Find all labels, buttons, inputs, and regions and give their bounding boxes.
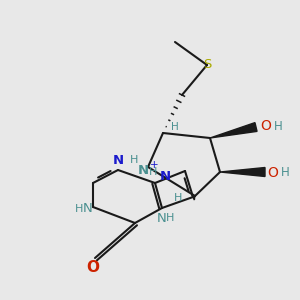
Polygon shape [220, 167, 265, 176]
Text: H: H [274, 119, 282, 133]
Text: H: H [166, 213, 174, 223]
Text: H: H [280, 167, 290, 179]
Text: N: N [112, 154, 124, 167]
Text: H: H [171, 122, 179, 132]
Text: +: + [150, 160, 158, 170]
Text: N: N [137, 164, 148, 176]
Text: S: S [203, 58, 211, 71]
Text: N: N [159, 170, 171, 184]
Text: H: H [130, 155, 138, 165]
Text: O: O [268, 166, 278, 180]
Polygon shape [210, 123, 257, 138]
Text: H: H [149, 167, 157, 177]
Text: N: N [83, 202, 93, 215]
Text: O: O [261, 119, 272, 133]
Text: N: N [157, 212, 167, 224]
Text: O: O [86, 260, 100, 275]
Text: H: H [75, 204, 83, 214]
Text: H: H [174, 193, 182, 203]
